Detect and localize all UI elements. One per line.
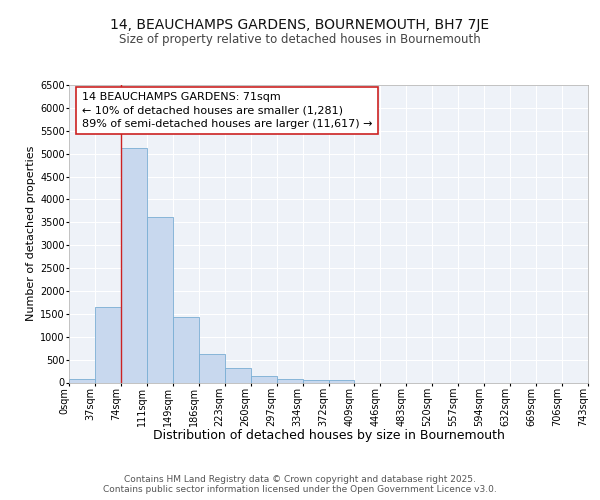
Bar — [95, 308, 121, 382]
Bar — [302, 380, 329, 382]
Bar — [277, 379, 302, 382]
Y-axis label: Number of detached properties: Number of detached properties — [26, 146, 36, 322]
Bar — [147, 217, 173, 382]
Bar — [69, 380, 95, 382]
X-axis label: Distribution of detached houses by size in Bournemouth: Distribution of detached houses by size … — [152, 429, 505, 442]
Text: 14, BEAUCHAMPS GARDENS, BOURNEMOUTH, BH7 7JE: 14, BEAUCHAMPS GARDENS, BOURNEMOUTH, BH7… — [110, 18, 490, 32]
Bar — [251, 376, 277, 382]
Bar — [225, 368, 251, 382]
Bar — [329, 380, 355, 382]
Text: Size of property relative to detached houses in Bournemouth: Size of property relative to detached ho… — [119, 32, 481, 46]
Bar — [121, 148, 147, 382]
Text: 14 BEAUCHAMPS GARDENS: 71sqm
← 10% of detached houses are smaller (1,281)
89% of: 14 BEAUCHAMPS GARDENS: 71sqm ← 10% of de… — [82, 92, 373, 129]
Bar — [199, 354, 224, 382]
Bar — [173, 317, 199, 382]
Text: Contains HM Land Registry data © Crown copyright and database right 2025.
Contai: Contains HM Land Registry data © Crown c… — [103, 474, 497, 494]
